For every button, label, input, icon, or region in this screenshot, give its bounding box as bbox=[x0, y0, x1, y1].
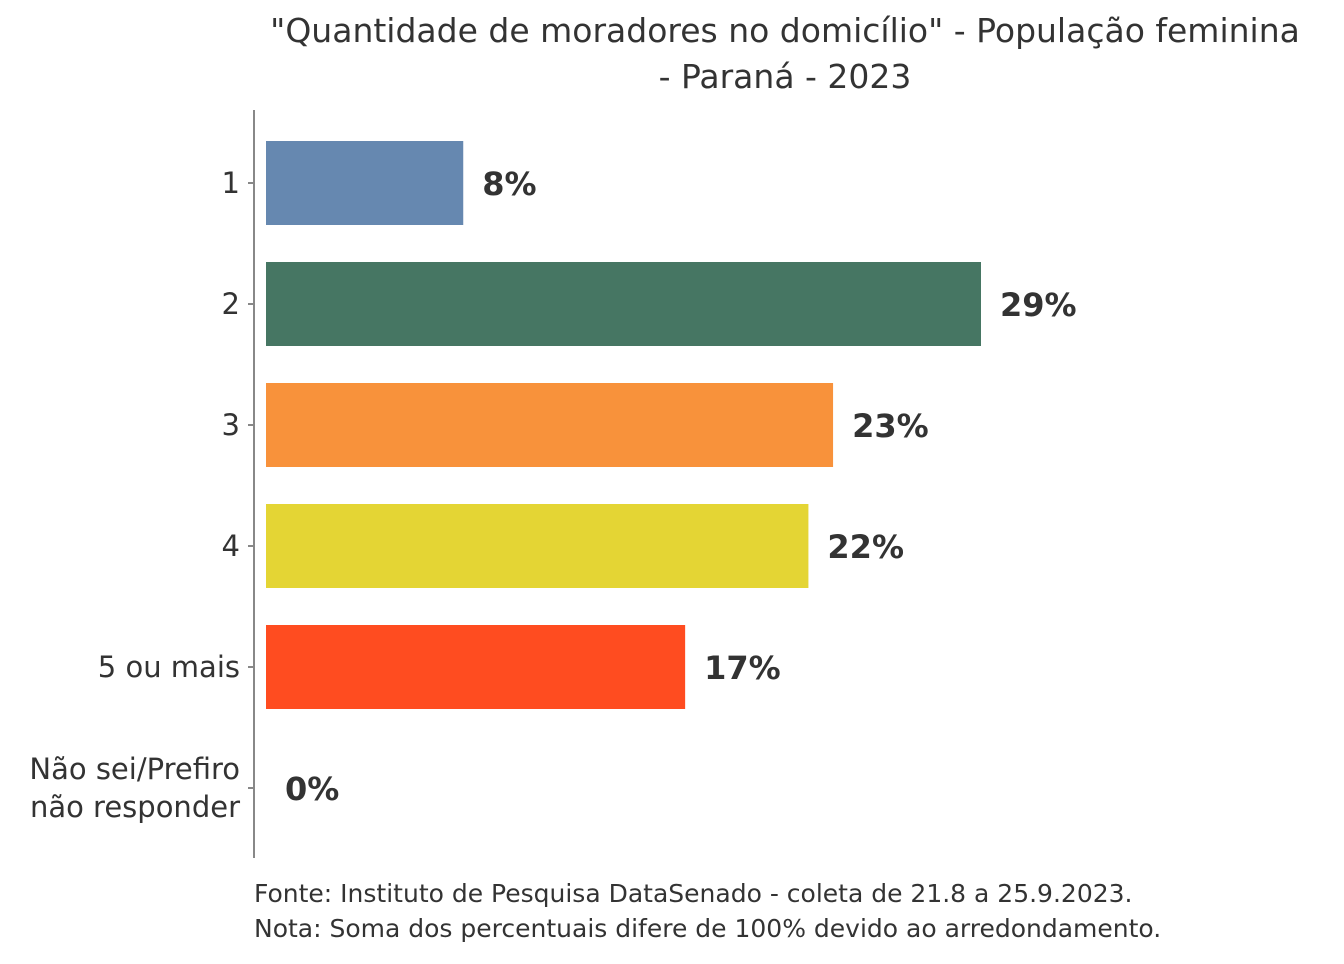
data-label: 23% bbox=[852, 407, 929, 445]
chart-title: "Quantidade de moradores no domicílio" -… bbox=[230, 8, 1340, 100]
data-label: 0% bbox=[285, 770, 339, 808]
rounding-note: Nota: Soma dos percentuais difere de 100… bbox=[254, 914, 1162, 943]
data-label: 22% bbox=[827, 528, 904, 566]
bar bbox=[266, 383, 834, 467]
category-label: 3 bbox=[222, 408, 240, 442]
chart-title-line-1: "Quantidade de moradores no domicílio" -… bbox=[270, 11, 1300, 50]
bar bbox=[266, 141, 464, 225]
category-label: 2 bbox=[222, 287, 240, 321]
category-label: 5 ou mais bbox=[98, 650, 240, 684]
category-label: Não sei/Prefiro bbox=[29, 752, 240, 786]
source-note: Fonte: Instituto de Pesquisa DataSenado … bbox=[254, 879, 1133, 908]
bar bbox=[266, 262, 981, 346]
data-label: 29% bbox=[1000, 286, 1077, 324]
category-label: 4 bbox=[222, 529, 240, 563]
category-label: 1 bbox=[222, 166, 240, 200]
chart-title-line-2: - Paraná - 2023 bbox=[658, 57, 912, 96]
bar bbox=[266, 504, 809, 588]
category-label: não responder bbox=[30, 790, 240, 824]
chart-notes: Fonte: Instituto de Pesquisa DataSenado … bbox=[254, 876, 1161, 946]
bar bbox=[266, 625, 686, 709]
data-label: 17% bbox=[704, 649, 781, 687]
data-label: 8% bbox=[482, 165, 536, 203]
